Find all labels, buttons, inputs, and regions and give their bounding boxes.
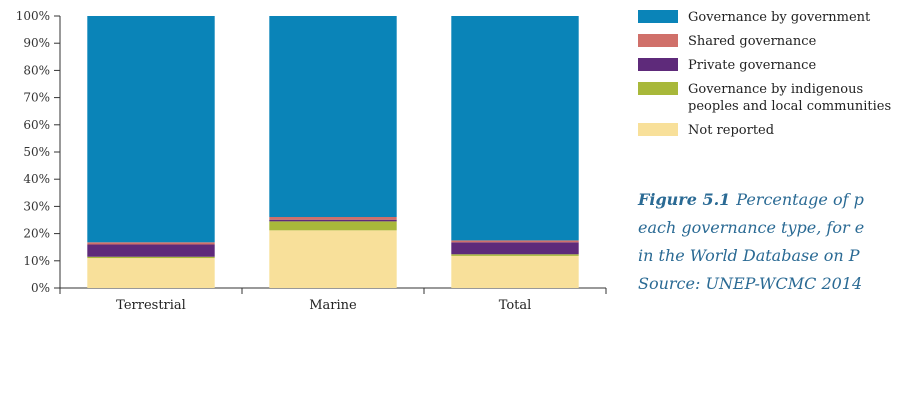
legend-swatch	[638, 34, 678, 47]
y-tick-label: 10%	[23, 254, 50, 268]
y-tick-label: 60%	[23, 118, 50, 132]
y-tick-label: 30%	[23, 199, 50, 213]
caption-line-3: in the World Database on P	[638, 246, 860, 265]
x-category-label: Marine	[309, 298, 357, 313]
legend-label: Private governance	[688, 58, 816, 73]
legend-swatch	[638, 123, 678, 136]
bar-segment	[451, 16, 579, 241]
bar-segment	[451, 240, 579, 243]
chart-bars	[87, 16, 579, 288]
caption-line-4: Source: UNEP-WCMC 2014	[638, 274, 862, 293]
bar-segment	[451, 254, 579, 256]
legend-label: Governance by government	[688, 10, 871, 25]
figure-caption: Figure 5.1 Percentage of p each governanc…	[637, 190, 864, 293]
bar-segment	[269, 16, 397, 218]
bar-segment	[87, 16, 215, 243]
legend-swatch	[638, 58, 678, 71]
bar-segment	[451, 255, 579, 288]
legend-swatch	[638, 10, 678, 23]
caption-label: Figure 5.1	[637, 190, 730, 209]
y-tick-label: 80%	[23, 63, 50, 77]
bar-segment	[269, 219, 397, 222]
y-tick-label: 90%	[23, 36, 50, 50]
y-tick-label: 100%	[16, 9, 50, 23]
y-tick-label: 40%	[23, 172, 50, 186]
legend-label: peoples and local communities	[688, 99, 891, 114]
caption-line-2: each governance type, for e	[638, 218, 864, 237]
y-tick-label: 20%	[23, 227, 50, 241]
legend-label: Governance by indigenous	[688, 82, 863, 97]
legend-label: Not reported	[688, 123, 774, 138]
y-tick-label: 0%	[31, 281, 50, 295]
bar-segment	[451, 242, 579, 255]
y-tick-label: 70%	[23, 91, 50, 105]
bar-segment	[87, 242, 215, 245]
bar-segment	[87, 256, 215, 259]
legend-label: Shared governance	[688, 34, 817, 49]
bar-segment	[269, 221, 397, 231]
x-category-label: Total	[499, 298, 532, 313]
bar-segment	[87, 244, 215, 257]
chart-axes: 0% 10% 20% 30% 40% 50% 60% 70% 80% 90% 100% Terrest…	[16, 9, 607, 313]
y-tick-label: 50%	[23, 145, 50, 159]
bar-segment	[269, 230, 397, 288]
chart-legend: Governance by government Shared governanc…	[638, 10, 891, 138]
caption-text-1: Percentage of p	[735, 190, 864, 209]
bar-segment	[87, 258, 215, 288]
x-category-label: Terrestrial	[116, 298, 186, 313]
bar-segment	[269, 217, 397, 220]
caption-line-1: Figure 5.1 Percentage of p	[637, 190, 864, 209]
legend-swatch	[638, 82, 678, 95]
